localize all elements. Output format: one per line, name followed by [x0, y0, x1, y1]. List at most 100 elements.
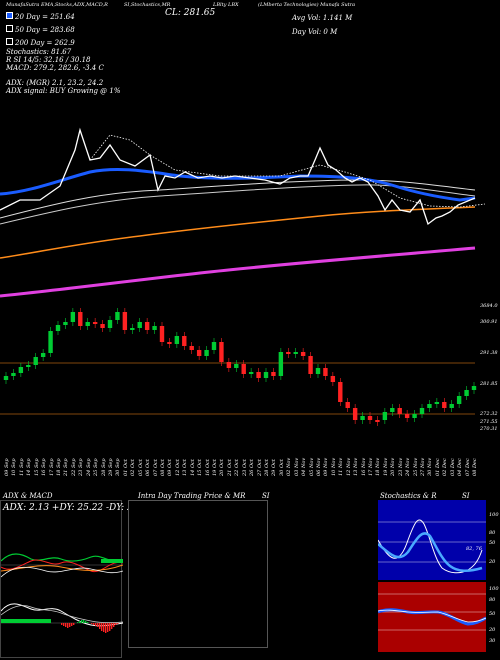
candlestick-chart [0, 308, 477, 426]
macd-bar [67, 623, 69, 628]
rsi-tick-50: 50 [489, 611, 496, 617]
rsi-panel [378, 582, 486, 652]
date-label: 19 Nov [382, 457, 389, 476]
candle-body [442, 402, 447, 408]
candle-body [419, 408, 425, 414]
date-label: 08 Oct [160, 459, 166, 476]
avg-vol: Avg Vol: 1.141 M [292, 14, 353, 22]
rsi-tick-20: 20 [489, 627, 496, 633]
date-label: 12 Nov [345, 457, 352, 476]
macd-signal [1, 605, 123, 624]
macd-bar [95, 623, 97, 626]
date-label: 06 Oct [145, 459, 152, 476]
candle-body [315, 368, 321, 374]
date-label: 18 Nov [375, 457, 382, 476]
date-label: 25 Nov [412, 457, 419, 476]
candle-body [464, 390, 469, 396]
date-label: 27 Oct [256, 459, 263, 476]
candle-body [323, 368, 328, 376]
date-label: 04 Nov [301, 457, 308, 476]
date-label: 23 Sep [78, 458, 85, 476]
price-level-300: 300.91 [480, 319, 498, 325]
ema-white-lower [0, 184, 476, 225]
candle-body [330, 376, 336, 382]
date-label: 15 Sep [33, 458, 40, 476]
price-level-272: 272.32 [480, 411, 498, 417]
macd-bar [115, 623, 117, 625]
candle-body [412, 414, 417, 418]
candle-body [471, 386, 477, 390]
date-label: 09 Oct [167, 459, 174, 476]
macd-bar [111, 623, 113, 629]
macd-bar [61, 623, 63, 625]
candle-body [263, 372, 269, 378]
date-label: 30 Oct [278, 459, 285, 476]
date-label: 30 Sep [115, 458, 122, 476]
macd-histogram [1, 619, 119, 633]
ema200-swatch [6, 38, 13, 45]
date-label: 30 Nov [427, 457, 434, 476]
date-label: 24 Nov [405, 457, 412, 476]
macd-bar [79, 621, 81, 623]
date-label: 28 Sep [100, 458, 107, 476]
adx-plus-di [1, 553, 123, 563]
header-company: (LMberta Technologies) Munafa Sutra [258, 2, 356, 8]
adx-macd-panel: ADX: 2.13 +DY: 25.22 -DY: 24.17 [0, 500, 153, 658]
legend-ema20: 20 Day = 251.64 [6, 12, 75, 21]
candle-body [115, 312, 120, 320]
date-label: 25 Sep [93, 458, 100, 476]
price-level-281: 281.85 [480, 381, 498, 387]
stoch-panel: 82, 76 [378, 500, 486, 580]
date-label: 17 Sep [48, 458, 55, 476]
adx-macd-title: ADX & MACD [3, 492, 53, 500]
header-left: MunafaSutra EMA,Stocks,ADX,MACD,R [6, 2, 108, 8]
candle-body [241, 364, 246, 374]
rsi-plot [378, 593, 486, 631]
candle-body [40, 353, 46, 357]
candle-body [345, 402, 350, 408]
adx-green-bar [101, 559, 123, 563]
date-label: 23 Oct [241, 459, 248, 476]
stoch-tick-50: 50 [489, 540, 496, 546]
candle-body [100, 324, 105, 328]
ema50-swatch [6, 25, 13, 32]
rsi-line-white [378, 609, 486, 623]
stoch-tick-80: 80 [489, 530, 496, 536]
date-label: 14 Sep [26, 458, 33, 476]
date-label: 28 Oct [264, 459, 270, 476]
date-label: 23 Nov [397, 457, 404, 476]
date-label: 20 Nov [390, 457, 397, 476]
candle-body [167, 342, 172, 344]
candle-body [122, 312, 128, 330]
date-label: 03 Dec [449, 458, 456, 476]
stoch-si: SI [462, 492, 470, 500]
candle-body [11, 373, 16, 376]
macd-bar [85, 621, 87, 623]
ema50-line [0, 206, 476, 259]
intraday-si: SI [262, 492, 270, 500]
ema-chart [0, 127, 486, 298]
date-label: 05 Oct [137, 459, 144, 476]
ema20-swatch [6, 12, 13, 19]
date-label: 10 Nov [330, 457, 337, 476]
macd-bar [99, 623, 101, 629]
legend-ema50: 50 Day = 283.68 [6, 25, 75, 34]
candle-body [3, 376, 9, 380]
candle-body [92, 322, 98, 324]
date-label: 13 Nov [353, 457, 360, 476]
candle-body [219, 342, 224, 362]
candle-body [226, 362, 232, 368]
macd-bar [103, 623, 105, 632]
candle-body [360, 416, 365, 420]
day-vol: Day Vol: 0 M [292, 28, 338, 36]
macd-bar [83, 620, 85, 623]
macd-bar [71, 623, 73, 626]
date-label: 21 Sep [63, 458, 70, 476]
candle-body [434, 402, 440, 404]
date-label: 01 Dec [434, 458, 441, 476]
rsi-tick-100: 100 [489, 586, 499, 592]
candle-body [456, 396, 462, 404]
adx-readout: ADX: 2.13 +DY: 25.22 -DY: 24.17 [3, 503, 153, 513]
legend-adx: ADX: (MGR) 2.1, 23.2, 24.2 [6, 79, 104, 87]
macd-bar [63, 623, 65, 626]
